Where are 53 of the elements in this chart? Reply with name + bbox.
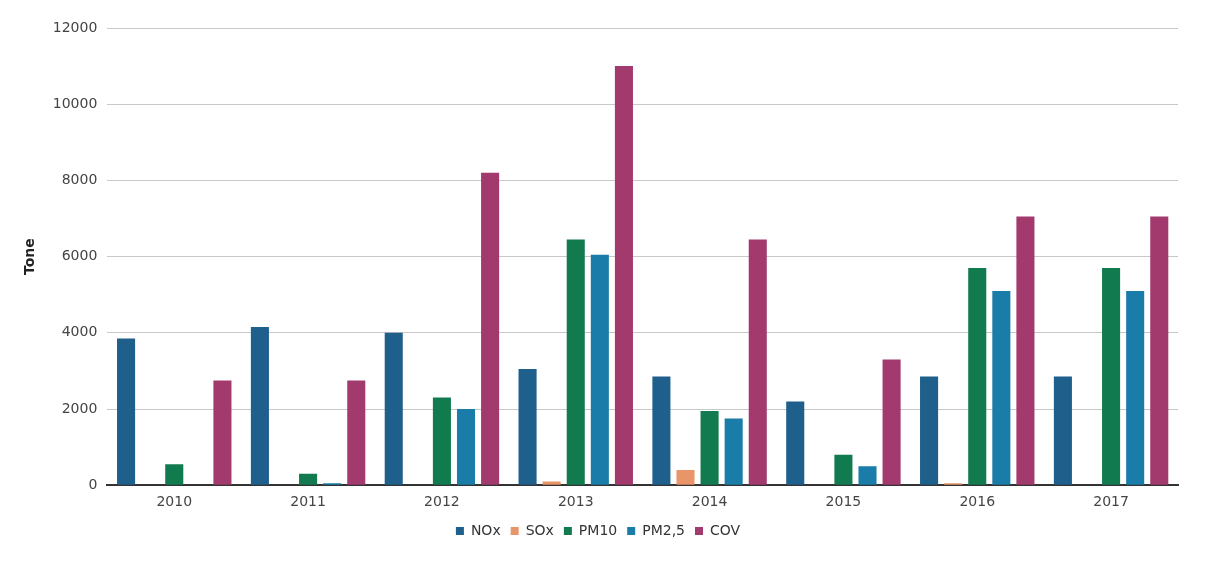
bar — [566, 239, 585, 485]
bar — [299, 473, 318, 485]
bar — [614, 66, 633, 485]
bar — [652, 376, 671, 485]
bar — [724, 418, 743, 485]
y-tick-label: 0 — [88, 475, 98, 492]
y-tick-label: 6000 — [61, 247, 98, 264]
bar — [165, 464, 184, 485]
bar — [968, 268, 987, 485]
bar — [1126, 290, 1145, 485]
bar — [250, 327, 269, 485]
bar — [1053, 376, 1072, 485]
legend-label: NOx — [470, 521, 501, 538]
bar — [518, 369, 537, 485]
bar — [882, 359, 901, 485]
x-tick-label: 2013 — [557, 493, 594, 510]
bar — [432, 397, 451, 485]
legend-label: PM2,5 — [642, 521, 685, 538]
bar — [1150, 216, 1169, 485]
legend-label: SOx — [525, 521, 554, 538]
bar — [542, 481, 561, 485]
y-tick-label: 4000 — [61, 323, 98, 340]
bar — [1102, 268, 1121, 485]
bar — [700, 410, 719, 485]
bar — [834, 454, 853, 485]
bar — [384, 332, 403, 485]
y-tick-label: 8000 — [61, 171, 98, 188]
bar — [590, 254, 609, 485]
x-tick-label: 2011 — [290, 493, 326, 510]
bar — [1016, 216, 1035, 485]
y-tick-label: 12000 — [52, 18, 98, 35]
x-tick-label: 2017 — [1093, 493, 1129, 510]
bar — [456, 409, 476, 485]
bar — [481, 172, 500, 485]
x-tick-label: 2014 — [691, 493, 728, 510]
legend-label: COV — [709, 521, 741, 538]
bar — [213, 380, 232, 485]
x-tick-label: 2016 — [959, 493, 996, 510]
y-tick-label: 10000 — [52, 94, 98, 111]
y-tick-label: 2000 — [61, 399, 98, 416]
bar — [920, 376, 939, 485]
bar — [676, 469, 695, 485]
bar — [858, 466, 877, 485]
bar — [117, 338, 136, 485]
bar — [347, 380, 366, 485]
bar — [786, 401, 805, 485]
y-axis-title: Tone — [21, 238, 38, 275]
legend-label: PM10 — [578, 521, 618, 538]
x-tick-label: 2012 — [424, 493, 460, 510]
bar — [748, 239, 767, 485]
x-tick-label: 2010 — [156, 493, 193, 510]
x-tick-label: 2015 — [825, 493, 862, 510]
bar — [992, 290, 1011, 485]
